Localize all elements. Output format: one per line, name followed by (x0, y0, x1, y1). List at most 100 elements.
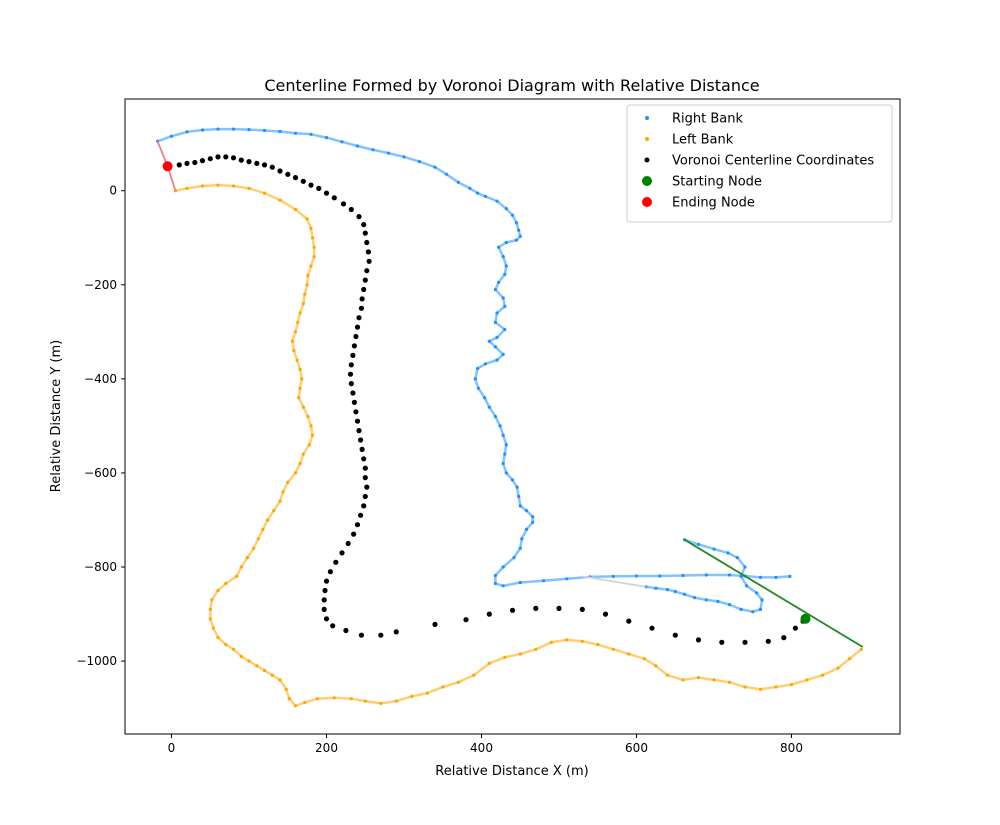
right-bank-point (200, 128, 205, 132)
connector-line (582, 575, 646, 588)
voronoi-centerline-coordinates-point (361, 286, 367, 293)
left-bank-point (654, 664, 658, 668)
left-bank-point (239, 654, 243, 659)
right-bank-point (216, 127, 220, 131)
left-bank-point (363, 699, 367, 703)
left-bank-point (281, 490, 285, 494)
x-tick-label: 200 (315, 741, 338, 755)
right-bank-point (495, 311, 499, 315)
right-bank-segment-point (682, 592, 687, 596)
left-bank-point (300, 377, 304, 381)
left-bank-point (743, 685, 747, 689)
right-bank-point (278, 129, 282, 134)
right-bank-point (501, 352, 505, 356)
left-bank-point (208, 607, 212, 612)
legend-label-left-bank: Left Bank (672, 133, 734, 148)
right-bank-point (483, 194, 487, 198)
right-bank-point (788, 574, 792, 579)
voronoi-centerline-coordinates-point (331, 195, 337, 201)
left-bank-point (231, 184, 236, 188)
left-bank-point (286, 480, 290, 484)
x-tick-label: 800 (780, 741, 803, 755)
voronoi-centerline-coordinates-point (348, 381, 354, 387)
left-bank-point (310, 236, 315, 240)
right-bank-point (495, 199, 499, 203)
left-bank-point (224, 581, 228, 586)
right-bank-point (501, 255, 505, 259)
legend-marker-right-bank (645, 116, 649, 120)
x-tick-label: 600 (625, 741, 648, 755)
left-bank-point (309, 264, 313, 268)
voronoi-centerline-coordinates-point (353, 333, 359, 340)
voronoi-centerline-coordinates-point (321, 597, 327, 603)
left-bank-point (298, 311, 302, 315)
voronoi-centerline-coordinates-point (230, 155, 237, 161)
left-bank-point (261, 527, 265, 532)
voronoi-centerline-coordinates-point (792, 625, 799, 631)
left-bank-point (270, 673, 274, 677)
right-bank-segment-point (751, 610, 755, 614)
left-bank-point (216, 636, 220, 640)
legend-label-right-bank: Right Bank (672, 112, 743, 127)
left-bank-point (518, 652, 522, 656)
y-tick-label: −1000 (76, 654, 117, 668)
x-tick-label: 400 (470, 741, 493, 755)
left-bank-point (293, 471, 298, 475)
voronoi-centerline-coordinates-point (215, 154, 221, 160)
right-bank-point (473, 377, 477, 381)
right-bank-point (565, 577, 569, 581)
right-bank-segment-point (727, 603, 732, 607)
left-bank-point (256, 537, 260, 541)
voronoi-centerline-coordinates-point (362, 493, 368, 500)
left-bank-point (303, 700, 307, 705)
right-bank-point (504, 443, 508, 447)
left-bank-point (848, 657, 852, 661)
right-bank-point (634, 574, 639, 578)
right-bank-point (510, 213, 515, 217)
right-bank-point (497, 280, 501, 284)
left-bank-point (210, 598, 214, 602)
left-bank-point (410, 694, 414, 699)
voronoi-centerline-coordinates-point (246, 159, 252, 165)
left-bank-point (306, 414, 310, 419)
right-bank-point (498, 424, 502, 428)
left-bank-point (503, 655, 507, 659)
left-bank-point (305, 217, 309, 221)
right-bank-point (518, 504, 522, 508)
y-tick-label: −200 (84, 278, 117, 292)
axis-ticks: 0 200 400 600 800 0 −200 −400 −600 −800 −1000 (76, 184, 803, 755)
voronoi-centerline-coordinates-point (358, 437, 364, 443)
left-bank-point (627, 652, 631, 656)
left-bank-point (292, 349, 296, 353)
right-bank-point (493, 345, 497, 349)
voronoi-centerline-coordinates-point (486, 611, 492, 617)
right-bank-point (483, 396, 487, 400)
voronoi-centerline-coordinates-point (300, 178, 306, 184)
right-bank-segment-point (735, 556, 739, 560)
right-bank-point (417, 160, 422, 164)
left-bank-point (293, 207, 298, 212)
right-bank-point (293, 131, 298, 135)
right-bank-point (402, 155, 406, 159)
left-bank-point (247, 186, 251, 190)
voronoi-centerline-coordinates-point (364, 268, 370, 274)
voronoi-centerline-coordinates-point (322, 587, 328, 594)
connector-line (684, 538, 864, 648)
voronoi-centerline-coordinates-point (192, 159, 198, 166)
right-bank-point (169, 134, 174, 138)
left-bank-point (266, 518, 270, 522)
left-bank-group (173, 183, 863, 708)
x-axis-label: Relative Distance X (m) (435, 764, 588, 779)
right-bank-segment-point (755, 591, 759, 595)
right-bank-point (501, 584, 505, 588)
voronoi-centerline-coordinates-point (556, 605, 562, 612)
voronoi-centerline-coordinates-point (348, 206, 354, 213)
right-bank-point (487, 405, 491, 409)
left-bank-point (296, 320, 300, 324)
left-bank-point (394, 699, 398, 703)
right-bank-segment-point (704, 598, 708, 602)
voronoi-centerline-coordinates-point (378, 632, 384, 638)
right-bank-point (727, 573, 732, 577)
right-bank-segment-point (743, 565, 747, 569)
left-bank-point (312, 245, 316, 249)
